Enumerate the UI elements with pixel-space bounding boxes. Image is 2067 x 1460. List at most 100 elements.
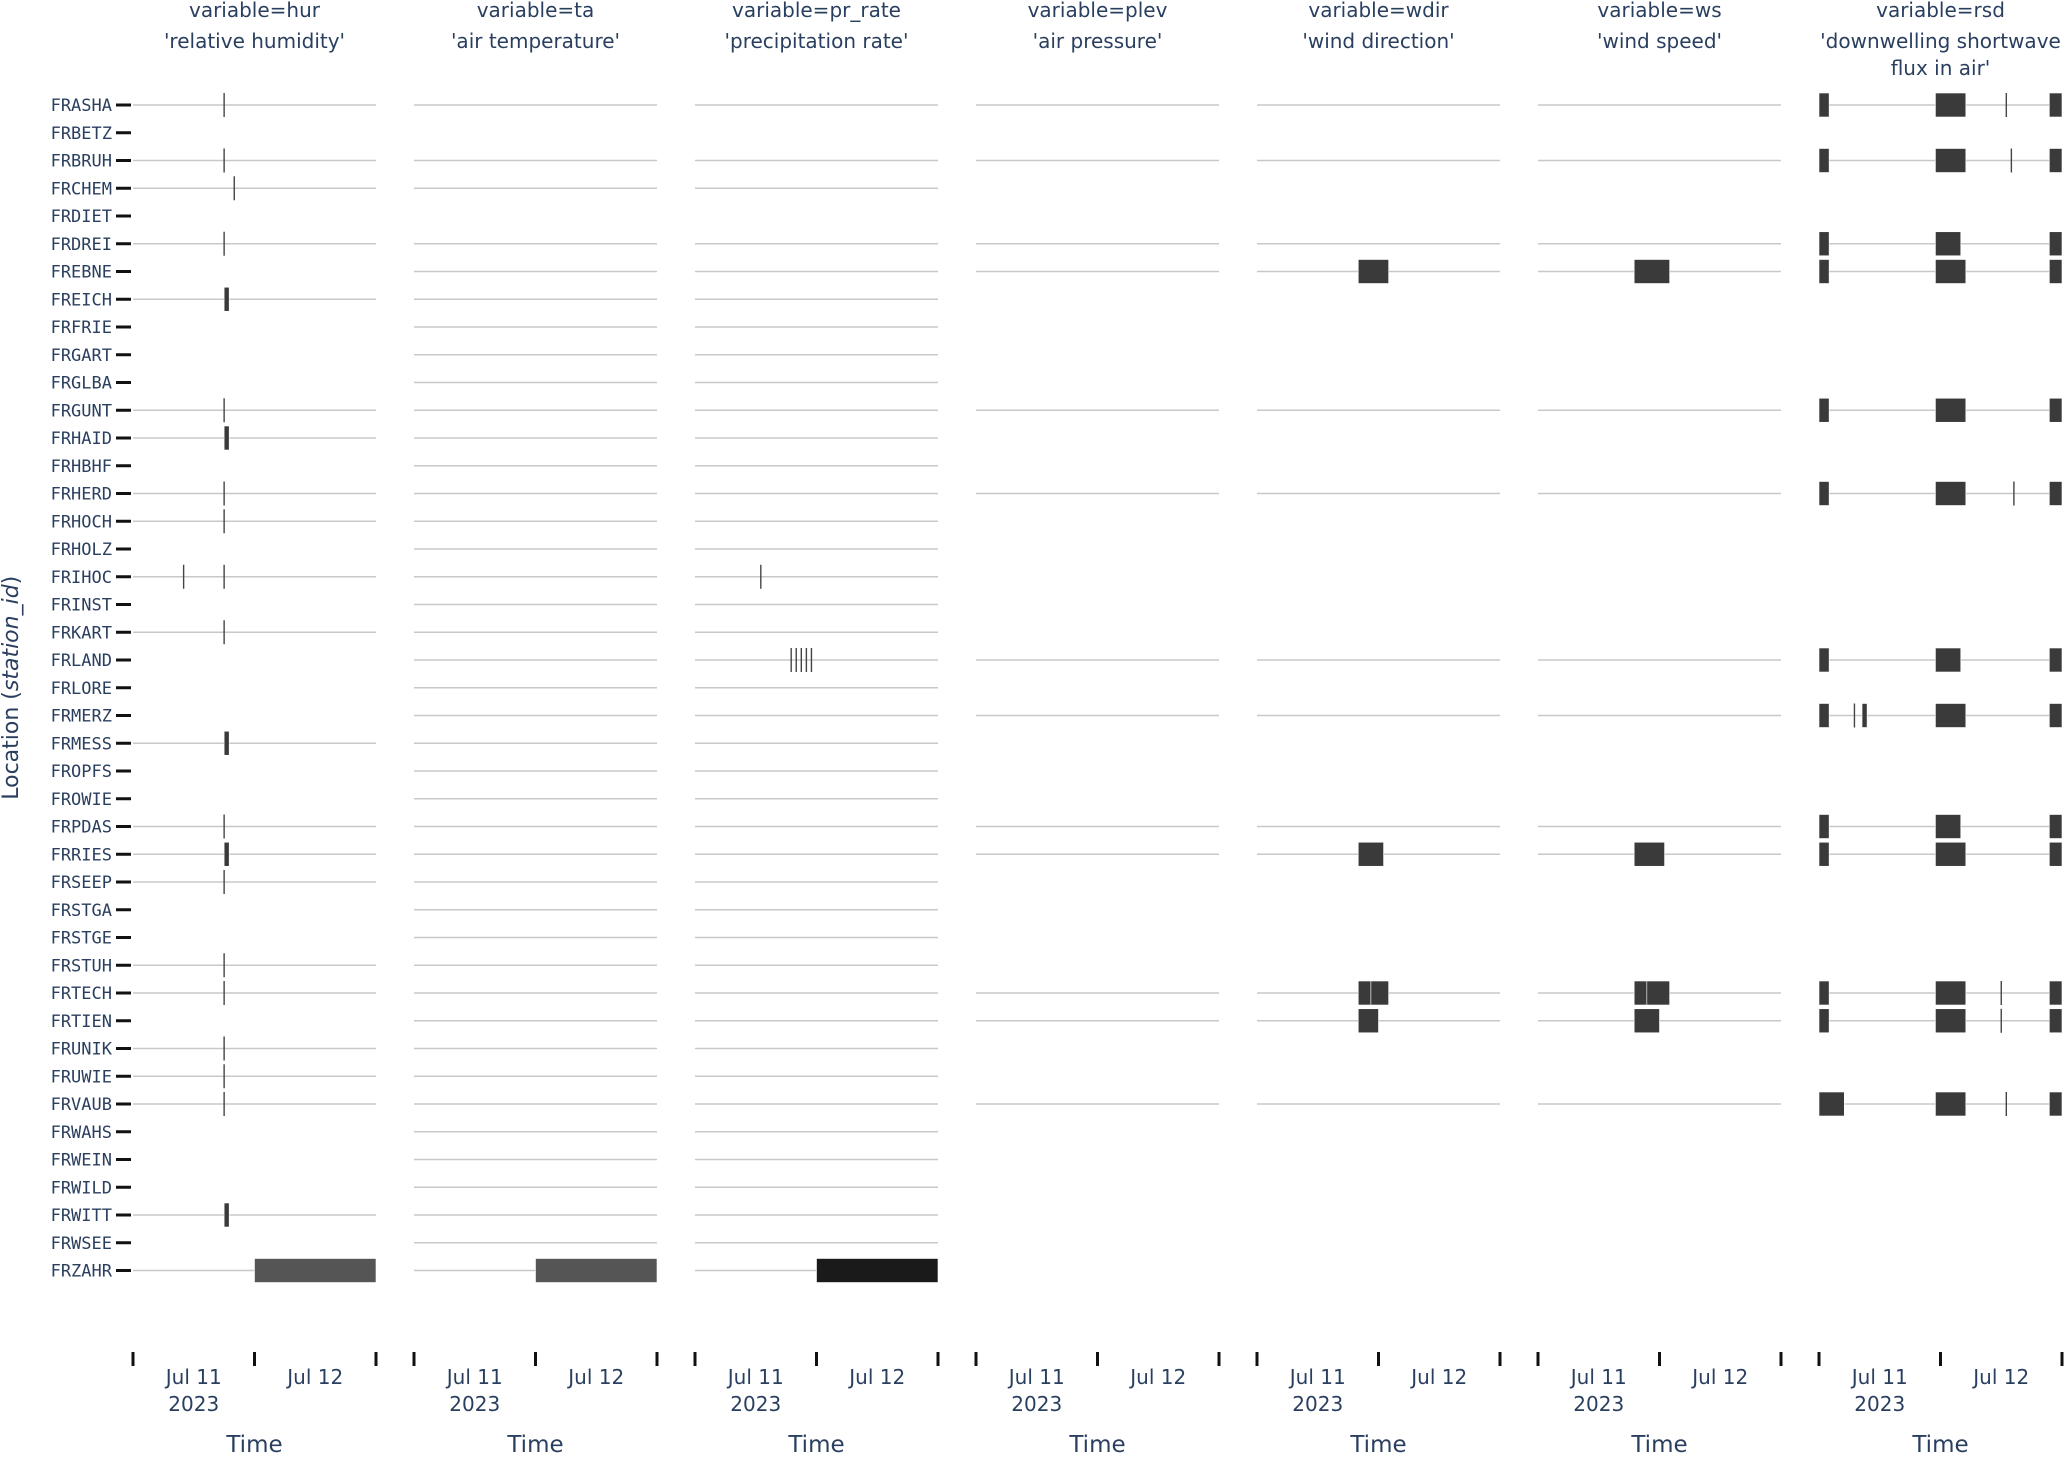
panel-6-bar-frvaub-0: [1818, 1091, 1845, 1117]
station-label-frbruh: FRBRUH: [51, 152, 112, 172]
station-label-frihoc: FRIHOC: [51, 568, 112, 588]
panel-5-bar-frries-0: [1633, 841, 1665, 867]
panel-0-bar-frwitt-0: [223, 1202, 230, 1228]
panel-6-bar-frgunt-1: [1935, 397, 1967, 423]
panel-6-bar-frmerz-0: [1818, 703, 1830, 728]
panel-6-title-description: 'downwelling shortwave: [1820, 29, 2061, 53]
panel-6-x-ticklabel-1: Jul 12: [1971, 1365, 2029, 1389]
panel-6-bar-frgunt-0: [1818, 397, 1830, 423]
panel-0-title-description: 'relative humidity': [164, 29, 345, 53]
panel-4-bar-frtech-1: [1370, 980, 1389, 1006]
station-label-frwsee: FRWSEE: [51, 1234, 112, 1254]
station-label-frebne: FREBNE: [51, 263, 112, 283]
panel-4-bar-frtien-0: [1357, 1008, 1379, 1034]
y-axis-title: Location (station_id): [0, 576, 24, 800]
panel-4-title-variable: variable=wdir: [1308, 0, 1449, 22]
panel-2-x-ticklabel-0-year: 2023: [730, 1392, 781, 1416]
station-label-frdrei: FRDREI: [51, 235, 112, 255]
panel-4-title-description: 'wind direction': [1302, 29, 1454, 53]
station-label-frfrie: FRFRIE: [51, 318, 112, 338]
station-label-frowie: FROWIE: [51, 790, 112, 810]
station-label-frchem: FRCHEM: [51, 179, 112, 199]
panel-3-x-ticklabel-0: Jul 11: [1007, 1365, 1065, 1389]
panel-0-bar-freich-0: [223, 286, 230, 312]
panel-2-x-ticklabel-0: Jul 11: [726, 1365, 784, 1389]
station-label-frherd: FRHERD: [51, 485, 112, 505]
panel-1-bar-frzahr-0: [535, 1258, 658, 1283]
panel-1-title-description: 'air temperature': [451, 29, 620, 53]
panel-6-bar-frries-0: [1818, 841, 1830, 867]
panel-4-x-axis-title: Time: [1349, 1432, 1406, 1455]
panel-3-x-axis-title: Time: [1068, 1432, 1125, 1455]
panel-6-bar-frebne-2: [2049, 259, 2063, 284]
panel-3-x-ticklabel-0-year: 2023: [1011, 1392, 1062, 1416]
station-label-frmerz: FRMERZ: [51, 707, 112, 727]
station-label-frhaid: FRHAID: [51, 429, 112, 449]
panel-0-x-axis-title: Time: [225, 1432, 282, 1455]
panel-5-bar-frebne-0: [1633, 259, 1670, 284]
panel-6-bar-frtien-0: [1818, 1008, 1830, 1034]
panel-1-x-ticklabel-0: Jul 11: [445, 1365, 503, 1389]
panel-6-bar-frdrei-1: [1935, 231, 1962, 257]
panel-5-x-axis-title: Time: [1630, 1432, 1687, 1455]
panel-6-bar-frmerz-2: [1935, 703, 1967, 728]
station-label-frasha: FRASHA: [51, 96, 112, 116]
panel-2-x-axis-title: Time: [787, 1432, 844, 1455]
station-label-frstuh: FRSTUH: [51, 956, 112, 976]
panel-5-x-ticklabel-0: Jul 11: [1569, 1365, 1627, 1389]
station-label-frtech: FRTECH: [51, 984, 112, 1004]
station-label-frpdas: FRPDAS: [51, 818, 112, 838]
station-label-frzahr: FRZAHR: [51, 1262, 113, 1282]
station-label-frries: FRRIES: [51, 845, 112, 865]
panel-6-bar-frtech-1: [1935, 980, 1967, 1006]
station-label-frwein: FRWEIN: [51, 1151, 112, 1171]
panel-5-title-description: 'wind speed': [1597, 29, 1722, 53]
station-label-frwitt: FRWITT: [51, 1206, 112, 1226]
panel-0-x-ticklabel-0-year: 2023: [168, 1392, 219, 1416]
station-label-frwild: FRWILD: [51, 1178, 112, 1198]
panel-5-bar-frtech-1: [1646, 980, 1670, 1006]
panel-5-title-variable: variable=ws: [1597, 0, 1721, 22]
panel-6-bar-frpdas-1: [1935, 814, 1962, 839]
panel-6-bar-frland-0: [1818, 647, 1830, 673]
panel-6-bar-frland-2: [2049, 647, 2063, 673]
panel-0-bar-frhaid-0: [223, 425, 230, 451]
panel-4-bar-frtech-0: [1357, 980, 1372, 1006]
panel-1-x-ticklabel-1: Jul 12: [566, 1365, 624, 1389]
panel-6-bar-frbruh-2: [2049, 148, 2063, 173]
station-label-frtien: FRTIEN: [51, 1012, 112, 1032]
station-label-fruwie: FRUWIE: [51, 1067, 112, 1087]
panel-3-title-variable: variable=plev: [1028, 0, 1168, 22]
panel-5-bar-frtech-0: [1633, 980, 1648, 1006]
station-label-frstga: FRSTGA: [51, 901, 112, 921]
station-label-frseep: FRSEEP: [51, 873, 112, 893]
panel-6-bar-frgunt-2: [2049, 397, 2063, 423]
panel-6-bar-frdrei-0: [1818, 231, 1830, 257]
panel-6-bar-frries-1: [1935, 841, 1967, 867]
station-label-frdiet: FRDIET: [51, 207, 112, 227]
panel-6-bar-frpdas-2: [2049, 814, 2063, 839]
panel-0-x-ticklabel-1: Jul 12: [285, 1365, 343, 1389]
panel-5-x-ticklabel-1: Jul 12: [1690, 1365, 1748, 1389]
station-label-frlore: FRLORE: [51, 679, 112, 699]
panel-6-bar-frtech-2: [2049, 980, 2063, 1006]
panel-6-bar-frvaub-2: [2049, 1091, 2063, 1117]
panel-6-bar-frtien-2: [2049, 1008, 2063, 1034]
station-label-frhbhf: FRHBHF: [51, 457, 112, 477]
panel-6-bar-frtien-1: [1935, 1008, 1967, 1034]
panel-6-bar-frebne-1: [1935, 259, 1967, 284]
panel-3-title-description: 'air pressure': [1033, 29, 1163, 53]
station-label-frgart: FRGART: [51, 346, 112, 366]
panel-6-bar-frebne-0: [1818, 259, 1830, 284]
panel-6-bar-frherd-1: [1935, 481, 1967, 506]
station-label-frglba: FRGLBA: [51, 374, 112, 394]
panel-4-x-ticklabel-0: Jul 11: [1288, 1365, 1346, 1389]
station-label-frland: FRLAND: [51, 651, 112, 671]
panel-6-title-description-cont: flux in air': [1891, 56, 1991, 80]
panel-4-x-ticklabel-0-year: 2023: [1292, 1392, 1343, 1416]
station-label-frvaub: FRVAUB: [51, 1095, 112, 1115]
panel-6-bar-frasha-2: [2049, 92, 2063, 118]
panel-6-x-ticklabel-0: Jul 11: [1850, 1365, 1908, 1389]
